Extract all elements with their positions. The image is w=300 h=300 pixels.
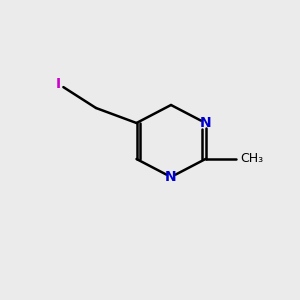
Text: I: I [56,77,61,91]
Text: N: N [165,170,177,184]
Text: N: N [200,116,211,130]
Text: CH₃: CH₃ [240,152,263,166]
